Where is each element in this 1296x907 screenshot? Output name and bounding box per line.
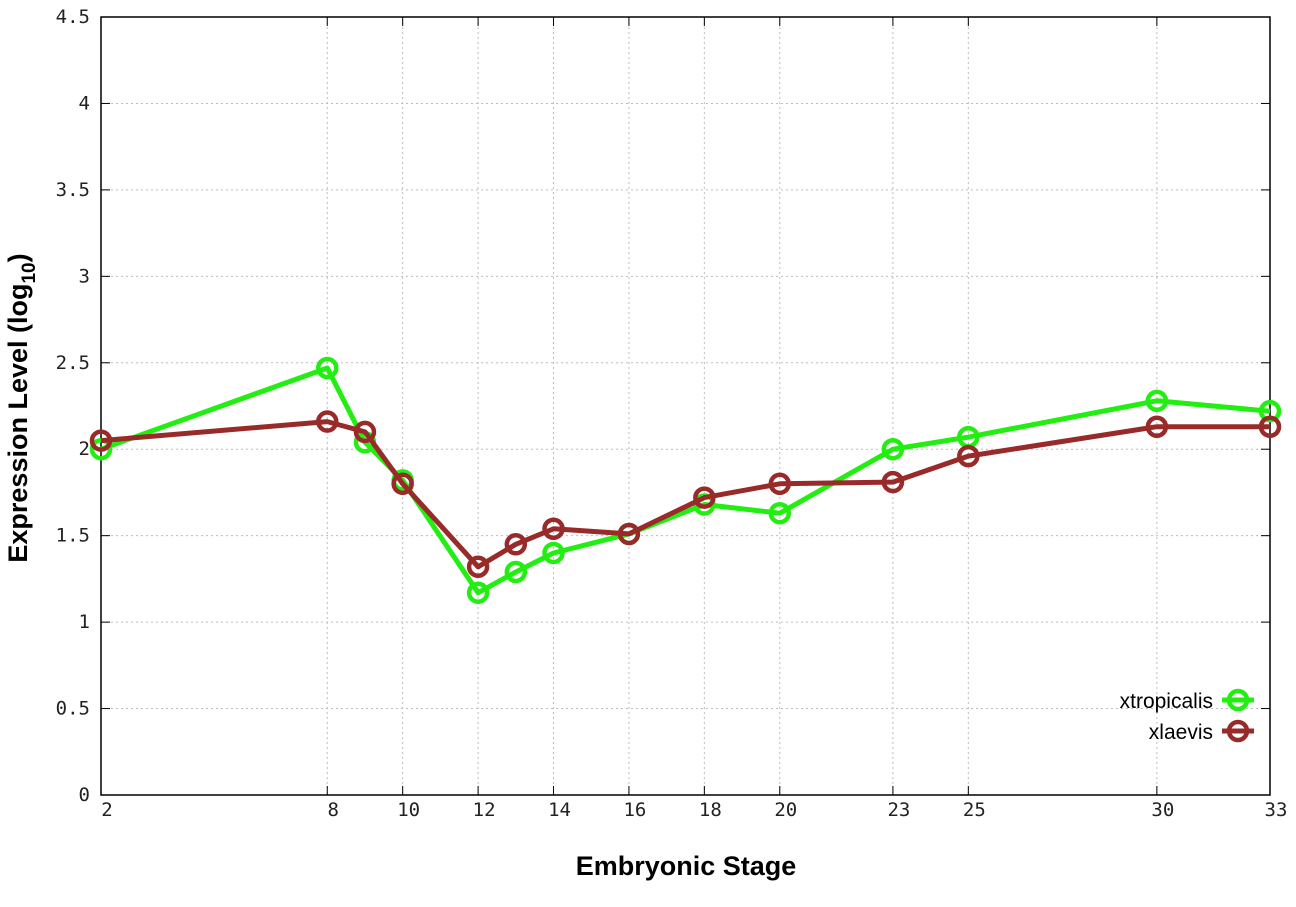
- data-point-xlaevis: [391, 472, 414, 496]
- data-point-xtropicalis: [466, 581, 490, 604]
- legend: xtropicalis xlaevis: [1120, 688, 1254, 744]
- y-tick-label: 3.5: [56, 179, 90, 201]
- x-tick-label: 33: [1265, 799, 1288, 821]
- data-point-xlaevis: [504, 533, 528, 556]
- x-tick-label: 16: [623, 799, 646, 821]
- x-tick-label: 30: [1151, 799, 1174, 821]
- y-tick-label: 1: [79, 611, 90, 633]
- data-point-xlaevis: [316, 410, 339, 433]
- y-axis-title: Expression Level (log10): [3, 253, 40, 562]
- data-point-xtropicalis: [1258, 399, 1282, 423]
- data-point-xlaevis: [881, 470, 905, 494]
- data-point-xtropicalis: [542, 541, 565, 565]
- y-tick-label: 4.5: [56, 6, 90, 28]
- y-tick-label: 0: [79, 784, 90, 806]
- y-tick-label: 2.5: [56, 352, 90, 374]
- x-tick-label: 25: [963, 799, 986, 821]
- data-point-xlaevis: [1258, 415, 1282, 438]
- y-tick-label: 4: [79, 92, 90, 114]
- data-point-xlaevis: [957, 444, 980, 468]
- legend-label-xlaevis: xlaevis: [1149, 721, 1213, 744]
- legend-entry-xtropicalis: xtropicalis: [1120, 688, 1254, 713]
- legend-marker-xlaevis: [1226, 719, 1250, 743]
- x-tick-label: 14: [548, 799, 571, 821]
- data-point-xtropicalis: [504, 560, 528, 584]
- legend-marker-xtropicalis: [1226, 688, 1250, 712]
- series-layer: [89, 356, 1282, 604]
- data-point-xlaevis: [466, 555, 490, 579]
- x-tick-label: 23: [887, 799, 910, 821]
- legend-entry-xlaevis: xlaevis: [1149, 719, 1254, 744]
- x-tick-label: 8: [328, 799, 339, 821]
- x-axis-title: Embryonic Stage: [576, 851, 797, 881]
- data-point-xtropicalis: [768, 501, 792, 525]
- plot-frame: [100, 16, 1271, 796]
- legend-label-xtropicalis: xtropicalis: [1120, 690, 1213, 713]
- x-tick-label: 18: [699, 799, 722, 821]
- data-point-xtropicalis: [316, 356, 339, 380]
- y-tick-label: 3: [79, 265, 90, 287]
- y-axis-title-main: Expression Level (log: [3, 284, 33, 563]
- grid-lines: [101, 17, 1270, 795]
- series-xlaevis: [89, 410, 1282, 579]
- data-point-xlaevis: [89, 429, 113, 452]
- data-point-xtropicalis: [1145, 389, 1169, 413]
- x-tick-label: 2: [101, 799, 112, 821]
- x-tick-label: 12: [473, 799, 496, 821]
- y-tick-label: 0.5: [56, 698, 90, 720]
- data-point-xlaevis: [617, 522, 641, 546]
- series-xtropicalis: [89, 356, 1282, 604]
- data-point-xlaevis: [353, 420, 377, 444]
- axis-ticks: 0 0.5 1 1.5 2 2.5 3 3.5 4 4.5 2 8 10 12 14 16 18 20 23 25 30…: [56, 6, 1288, 821]
- data-point-xlaevis: [768, 472, 792, 496]
- y-axis-title-end: ): [3, 253, 33, 262]
- data-point-xlaevis: [693, 486, 716, 509]
- y-tick-label: 2: [79, 438, 90, 460]
- y-axis-title-subscript: 10: [19, 262, 40, 283]
- data-point-xlaevis: [542, 517, 565, 541]
- series-line-xtropicalis: [100, 365, 1271, 596]
- data-point-xtropicalis: [881, 437, 905, 461]
- x-tick-label: 10: [397, 799, 420, 821]
- y-tick-label: 1.5: [56, 525, 90, 547]
- x-tick-label: 20: [774, 799, 797, 821]
- data-point-xlaevis: [1145, 415, 1169, 438]
- series-line-xlaevis: [100, 419, 1270, 570]
